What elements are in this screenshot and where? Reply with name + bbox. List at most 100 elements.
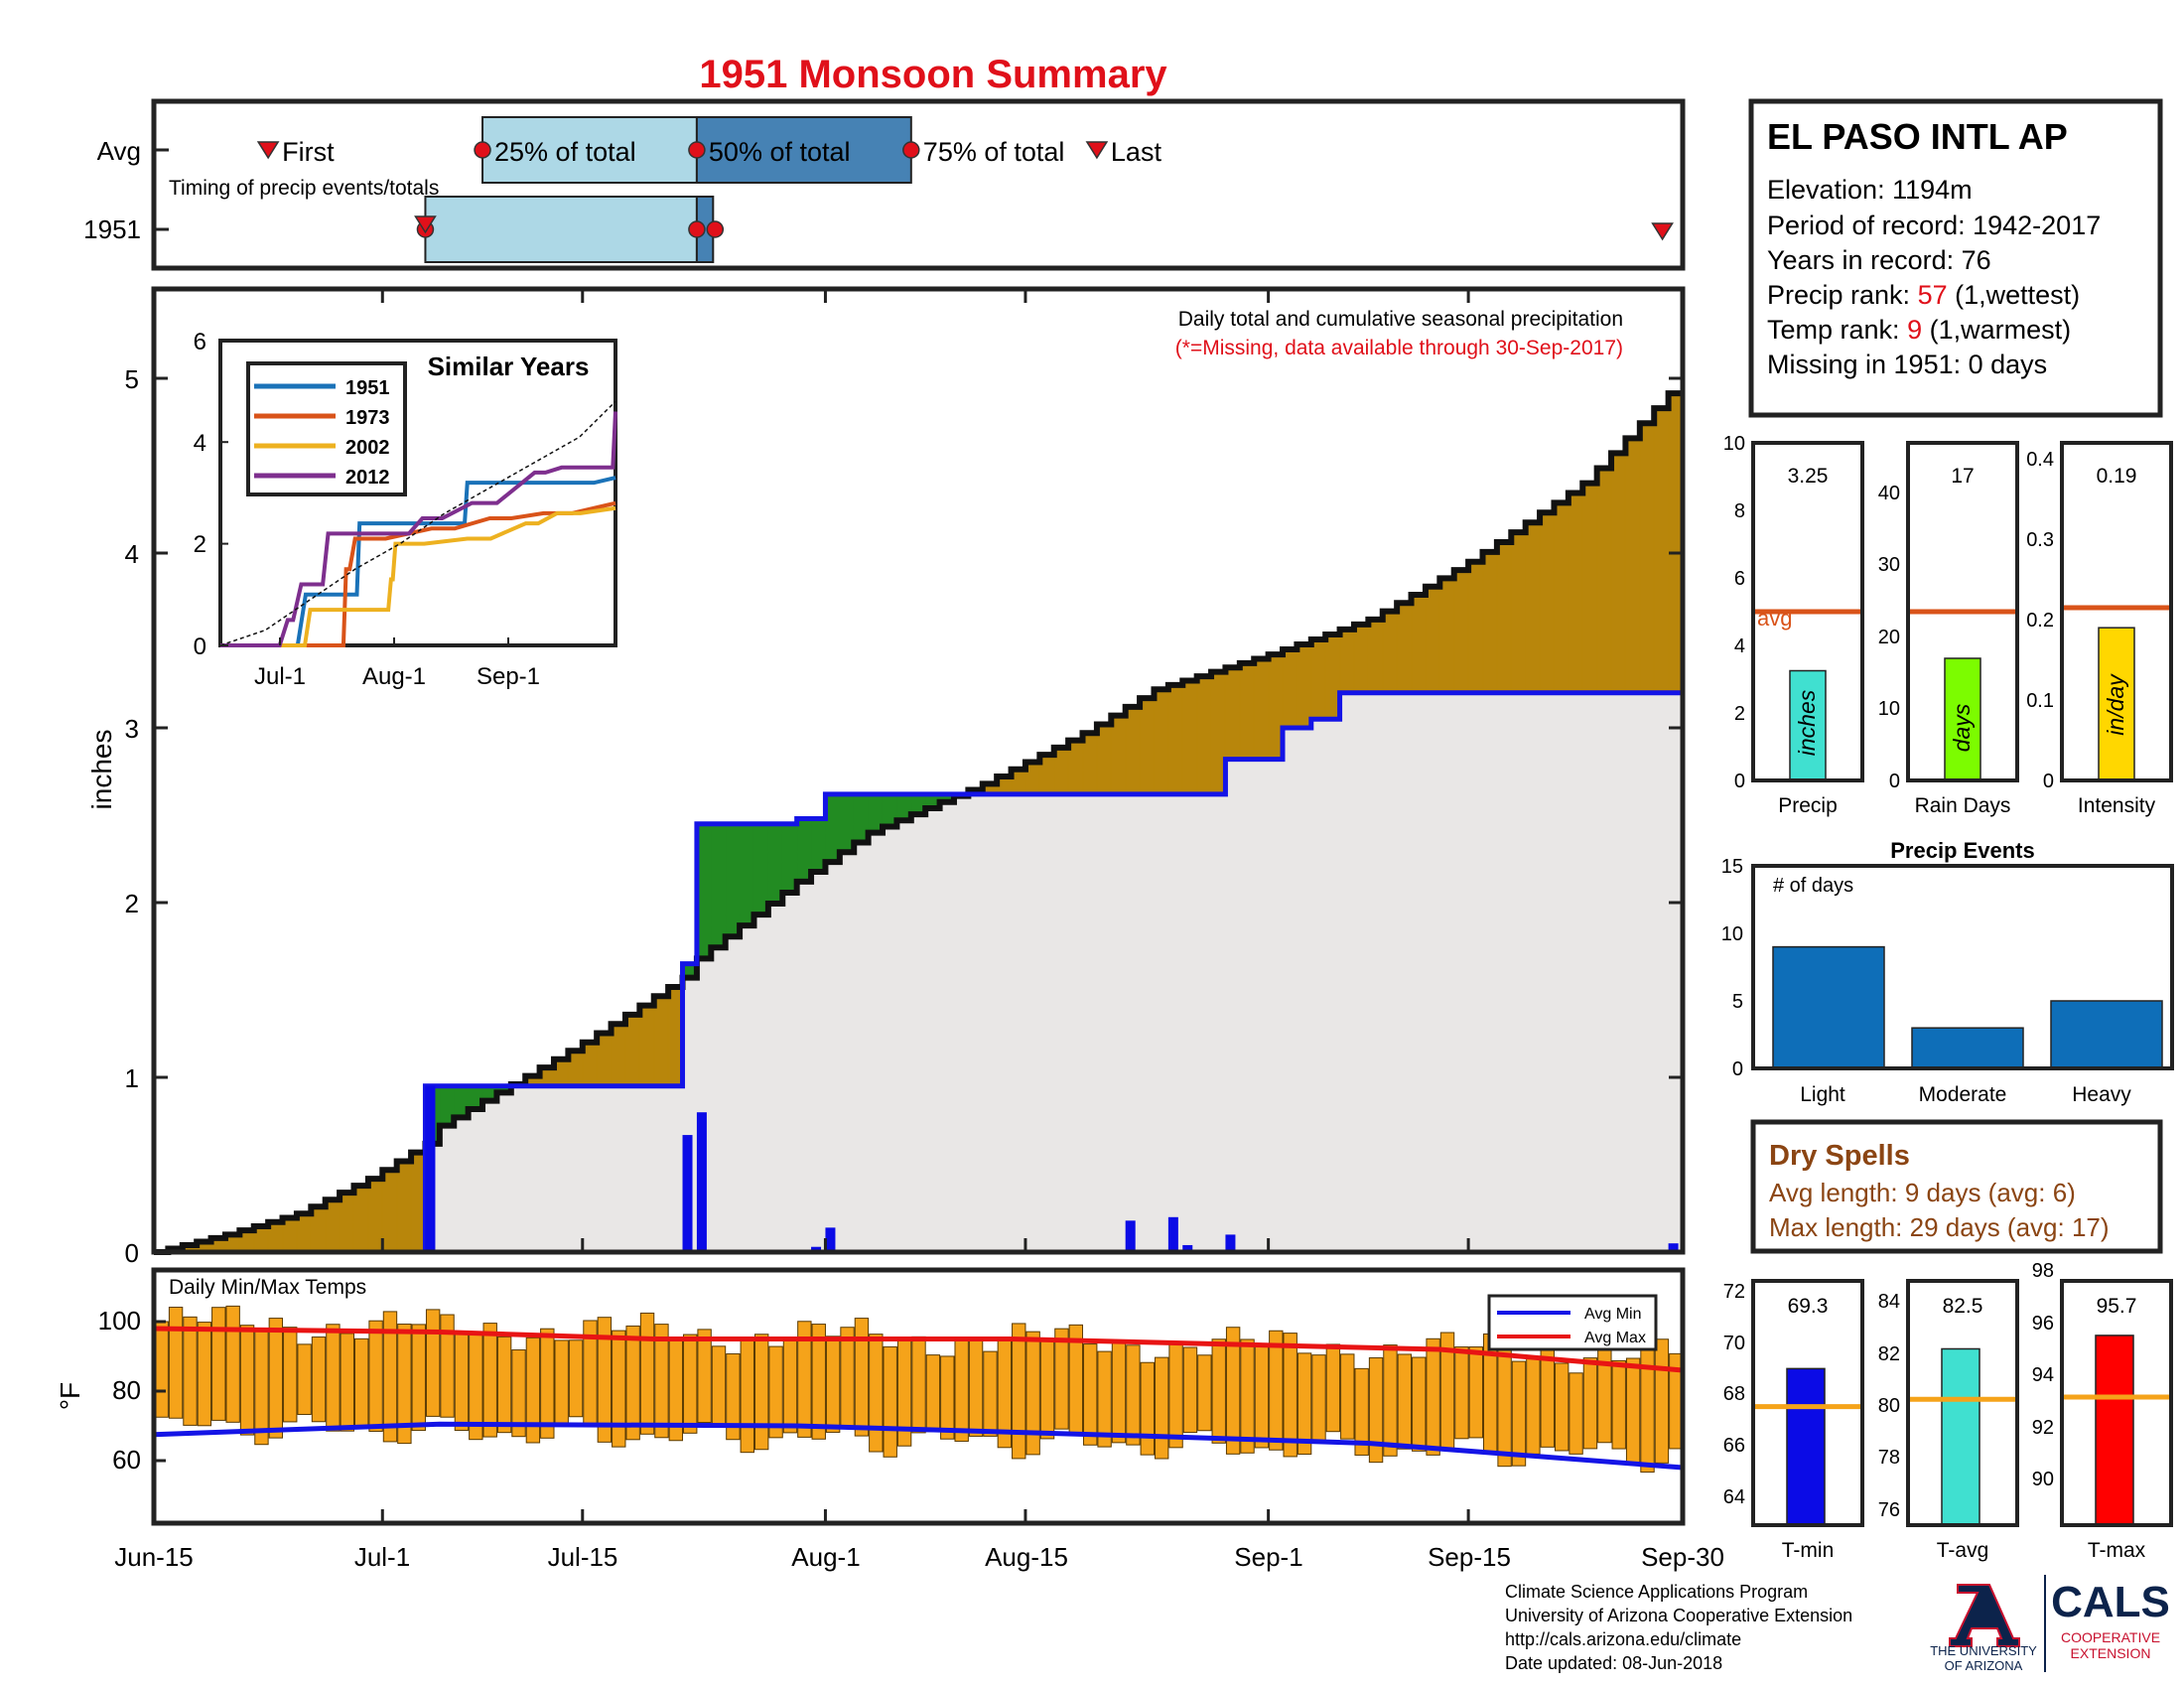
tavg-value: 82.5 bbox=[1943, 1295, 1983, 1318]
daily-temp-range-bar bbox=[1497, 1341, 1512, 1468]
daily-temp-range-bar bbox=[540, 1328, 555, 1439]
daily-temp-range-bar bbox=[168, 1307, 184, 1419]
daily-temp-range-bar bbox=[612, 1330, 626, 1448]
temp-rank-note: (1,warmest) bbox=[1922, 315, 2071, 345]
tmin-axes bbox=[1751, 1279, 1864, 1527]
daily-temp-range-bar bbox=[368, 1320, 383, 1432]
daily-precip-bar bbox=[1182, 1244, 1193, 1252]
precip-events-panel: Precip Events # of days 0 5 10 15 Light … bbox=[1721, 838, 2174, 1106]
footer-date: Date updated: 08-Jun-2018 bbox=[1505, 1653, 1722, 1673]
daily-temp-range-bar bbox=[1126, 1344, 1141, 1446]
tavg-tick-82: 82 bbox=[1878, 1343, 1900, 1365]
inset-y-tick-0: 0 bbox=[194, 633, 206, 660]
temp-y-tick-80: 80 bbox=[112, 1375, 141, 1405]
timing-p75-label: 75% of total bbox=[923, 137, 1065, 167]
timing-p50-label: 50% of total bbox=[709, 137, 851, 167]
dry-spells-box: Dry Spells Avg length: 9 days (avg: 6) M… bbox=[1750, 1119, 2163, 1254]
daily-precip-bar bbox=[682, 1135, 693, 1252]
temperature-summary-panels: 69.3 82.5 95.7 T-min T-avg T-max 64 66 6… bbox=[1723, 1260, 2173, 1562]
figure-title: 1951 Monsoon Summary bbox=[699, 53, 1167, 96]
precip-tick-8: 8 bbox=[1734, 500, 1745, 522]
tavg-tick-80: 80 bbox=[1878, 1395, 1900, 1417]
daily-temp-range-bar bbox=[711, 1345, 727, 1425]
temperature-summary-bars bbox=[1753, 1335, 2171, 1526]
daily-temp-range-bar bbox=[440, 1314, 455, 1418]
daily-temp-range-bar bbox=[683, 1334, 698, 1434]
daily-precip-bar bbox=[1125, 1220, 1136, 1252]
daily-temp-range-bar bbox=[554, 1339, 569, 1425]
daily-temp-range-bar bbox=[425, 1309, 441, 1417]
timing-year-label: 1951 bbox=[83, 214, 141, 244]
raindays-value: 17 bbox=[1951, 465, 1974, 488]
daily-temp-range-bar bbox=[1083, 1343, 1098, 1446]
precip-rank-label: Precip rank: bbox=[1767, 280, 1918, 310]
daily-temp-range-bar bbox=[940, 1355, 955, 1440]
daily-temp-range-bar bbox=[1054, 1328, 1069, 1430]
precip-events-bars bbox=[1772, 945, 2163, 1069]
daily-temp-range-bar bbox=[1097, 1350, 1112, 1448]
daily-temp-range-bar bbox=[297, 1343, 312, 1415]
daily-temp-range-bar bbox=[782, 1339, 798, 1434]
x-tick-aug-15: Aug-15 bbox=[985, 1542, 1068, 1572]
daily-temp-range-bar bbox=[1468, 1346, 1484, 1439]
station-temp-rank: Temp rank: 9 (1,warmest) bbox=[1767, 315, 2071, 345]
raindays-tick-0: 0 bbox=[1889, 771, 1900, 792]
daily-temp-range-bar bbox=[1454, 1346, 1469, 1440]
events-tick-5: 5 bbox=[1732, 991, 1743, 1013]
year-last-marker bbox=[1651, 222, 1674, 241]
year-cumulative-line bbox=[154, 684, 1686, 1255]
temp-y-label: °F bbox=[55, 1382, 85, 1410]
daily-temp-range-bar bbox=[1012, 1323, 1026, 1460]
x-tick-sep-30: Sep-30 bbox=[1641, 1542, 1724, 1572]
intensity-unit: in/day bbox=[2103, 673, 2128, 736]
main-axis-ticks bbox=[152, 289, 1685, 1254]
main-axes-frame bbox=[151, 286, 1686, 1255]
daily-temp-range-bar bbox=[1426, 1337, 1440, 1456]
daily-temp-range-bar bbox=[753, 1334, 769, 1451]
intensity-label: Intensity bbox=[2078, 794, 2156, 817]
year-first-25-box bbox=[424, 196, 698, 263]
avg-p75-marker bbox=[902, 141, 920, 159]
tmax-bar bbox=[2095, 1335, 2134, 1526]
daily-temp-range-bar bbox=[1640, 1338, 1655, 1474]
main-y-tick-2: 2 bbox=[125, 889, 139, 918]
main-y-tick-4: 4 bbox=[125, 539, 139, 569]
events-title: Precip Events bbox=[1890, 838, 2035, 863]
temperature-panel: Daily Min/Max Temps 60 80 100 °F Avg Min… bbox=[55, 1267, 1724, 1572]
daily-temp-range-bar bbox=[811, 1324, 826, 1440]
main-plot-area bbox=[154, 390, 1686, 1255]
intensity-value: 0.19 bbox=[2097, 465, 2137, 488]
timing-avg-label: Avg bbox=[97, 136, 141, 166]
events-tick-15: 15 bbox=[1721, 856, 1743, 878]
timing-p25-label: 25% of total bbox=[494, 137, 636, 167]
precip-value: 3.25 bbox=[1788, 465, 1829, 488]
inset-legend-1951: 1951 bbox=[345, 377, 390, 399]
precip-tick-10: 10 bbox=[1723, 433, 1745, 455]
year-p75-marker bbox=[706, 220, 725, 238]
footer-program: Climate Science Applications Program bbox=[1505, 1582, 1808, 1602]
avg-first-marker bbox=[256, 141, 280, 160]
daily-temp-range-bar bbox=[1582, 1357, 1598, 1450]
year-first-marker bbox=[414, 215, 437, 234]
avg-p25-marker bbox=[474, 141, 491, 159]
season-stats-bars bbox=[1753, 605, 2171, 781]
main-y-tick-1: 1 bbox=[125, 1063, 139, 1093]
daily-temp-range-bar bbox=[1039, 1339, 1055, 1440]
daily-temp-range-bar bbox=[1197, 1354, 1212, 1432]
daily-temp-range-bar bbox=[1554, 1362, 1570, 1452]
station-elevation: Elevation: 1194m bbox=[1767, 175, 1973, 205]
temp-legend-box bbox=[1487, 1294, 1658, 1351]
precip-rank-note: (1,wettest) bbox=[1948, 280, 2081, 310]
inset-y-tick-3: 6 bbox=[194, 329, 206, 355]
timing-panel: Avg 1951 Timing of precip events/totals … bbox=[83, 98, 1686, 271]
station-info-box: EL PASO INTL AP Elevation: 1194m Period … bbox=[1748, 98, 2163, 418]
daily-temp-range-bar bbox=[1511, 1360, 1527, 1467]
main-y-tick-5: 5 bbox=[125, 364, 139, 394]
daily-temp-range-bar bbox=[496, 1336, 512, 1434]
inset-line-2002 bbox=[220, 505, 616, 647]
daily-temp-range-bar bbox=[625, 1325, 640, 1441]
tmin-tick-70: 70 bbox=[1723, 1333, 1745, 1354]
inset-title: Similar Years bbox=[428, 352, 590, 381]
daily-temp-range-bar bbox=[740, 1337, 754, 1454]
